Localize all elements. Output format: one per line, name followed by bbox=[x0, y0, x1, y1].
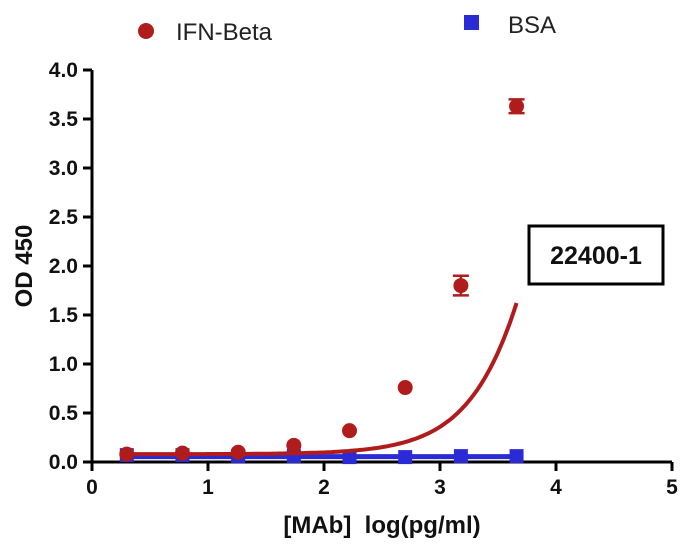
series-layer bbox=[119, 98, 525, 465]
bsa-point bbox=[398, 450, 413, 465]
y-tick-label: 0.5 bbox=[49, 402, 79, 425]
y-ticks: 0.0 0.5 1.0 1.5 2.0 2.5 3.0 3.5 4.0 bbox=[49, 59, 92, 474]
bsa-point bbox=[509, 449, 524, 464]
x-tick-label: 5 bbox=[666, 476, 678, 499]
bsa-point bbox=[342, 450, 357, 465]
x-tick-label: 4 bbox=[550, 476, 562, 499]
sample-id-label: 22400-1 bbox=[550, 242, 642, 270]
sample-id-box: 22400-1 bbox=[527, 224, 665, 286]
x-axis-label: [MAb] log(pg/ml) bbox=[283, 512, 480, 539]
x-tick-label: 1 bbox=[202, 476, 214, 499]
y-tick-label: 2.5 bbox=[49, 206, 79, 229]
ifn-beta-point bbox=[230, 444, 246, 460]
y-tick-label: 3.5 bbox=[49, 108, 79, 131]
legend-marker-bsa bbox=[464, 15, 479, 30]
legend-marker-ifn-beta bbox=[138, 23, 154, 39]
ifn-beta-point bbox=[453, 278, 469, 294]
y-tick-label: 3.0 bbox=[49, 157, 78, 180]
y-tick-label: 1.5 bbox=[49, 304, 79, 327]
legend-label-bsa: BSA bbox=[508, 12, 556, 39]
x-tick-label: 0 bbox=[86, 476, 98, 499]
y-tick-label: 2.0 bbox=[49, 255, 78, 278]
x-tick-label: 3 bbox=[434, 476, 446, 499]
sample-id-frame bbox=[527, 224, 665, 286]
bsa-point bbox=[453, 449, 468, 464]
y-axis-label: OD 450 bbox=[11, 225, 38, 308]
ifn-beta-fit-curve bbox=[126, 302, 519, 457]
x-tick-label: 2 bbox=[318, 476, 330, 499]
ifn-beta-point bbox=[509, 98, 525, 114]
ifn-beta-point bbox=[174, 445, 190, 461]
ifn-beta-point bbox=[119, 446, 135, 462]
ifn-beta-point bbox=[342, 423, 358, 439]
y-tick-label: 1.0 bbox=[49, 353, 78, 376]
y-tick-label: 4.0 bbox=[49, 59, 78, 82]
ifn-beta-point bbox=[397, 380, 413, 396]
x-ticks: 0 1 2 3 4 5 bbox=[86, 462, 678, 499]
y-tick-label: 0.0 bbox=[49, 451, 78, 474]
ifn-beta-point bbox=[286, 437, 302, 453]
legend-label-ifn-beta: IFN-Beta bbox=[176, 19, 273, 46]
legend: IFN-Beta BSA bbox=[138, 12, 556, 46]
